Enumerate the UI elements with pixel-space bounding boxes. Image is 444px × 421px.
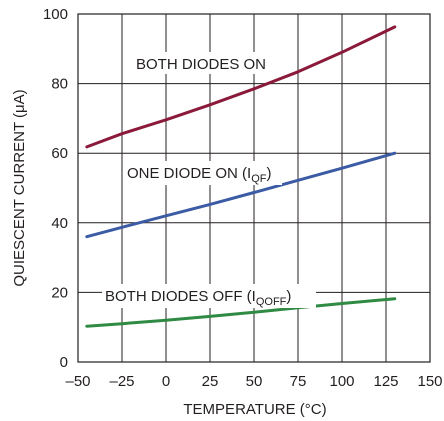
series-line-2 (85, 151, 397, 239)
x-axis-title: TEMPERATURE (°C) (183, 401, 326, 418)
y-tick-label: 20 (51, 284, 68, 301)
y-axis-title: QUIESCENT CURRENT (μA) (11, 89, 28, 286)
annotation-bg-one-on (124, 161, 282, 185)
annotation-both-off-text: BOTH DIODES OFF (I (105, 288, 256, 305)
tick-labels: –50 –25 0 25 50 75 100 125 150 0 20 40 60 80 100 (43, 6, 443, 390)
annotation-one-on-tail: ) (266, 165, 271, 182)
x-tick-label: –25 (109, 373, 134, 390)
plot-frame (77, 13, 431, 363)
x-tick-label: 150 (417, 373, 442, 390)
annotation-both-off-tail: ) (286, 288, 291, 305)
annotation-bg-both-off (102, 284, 316, 308)
y-tick-label: 100 (43, 6, 68, 23)
x-tick-label: 0 (162, 373, 170, 390)
annotation-both-diodes-on: BOTH DIODES ON (136, 56, 266, 73)
x-tick-label: 50 (246, 373, 263, 390)
y-tick-label: 60 (51, 145, 68, 162)
x-tick-label: –50 (65, 373, 90, 390)
annotation-bg-both-on (130, 52, 276, 74)
annotation-one-diode-on: ONE DIODE ON (IQF) (127, 165, 271, 185)
y-tick-label: 40 (51, 215, 68, 232)
x-tick-label: 25 (202, 373, 219, 390)
annotation-one-on-sub: QF (251, 173, 267, 185)
annotation-one-on-text: ONE DIODE ON (I (127, 165, 251, 182)
x-tick-label: 75 (290, 373, 307, 390)
x-tick-label: 125 (373, 373, 398, 390)
series-line-1 (85, 25, 397, 149)
y-tick-label: 0 (60, 354, 68, 371)
series-line-3 (85, 297, 397, 328)
series-lines (85, 25, 397, 328)
x-tick-label: 100 (329, 373, 354, 390)
annotation-both-off-sub: QOFF (256, 296, 287, 308)
y-tick-label: 80 (51, 76, 68, 93)
plot-border (77, 13, 431, 363)
annotation-both-diodes-off: BOTH DIODES OFF (IQOFF) (105, 288, 291, 308)
annotation-both-on-text: BOTH DIODES ON (136, 56, 266, 73)
